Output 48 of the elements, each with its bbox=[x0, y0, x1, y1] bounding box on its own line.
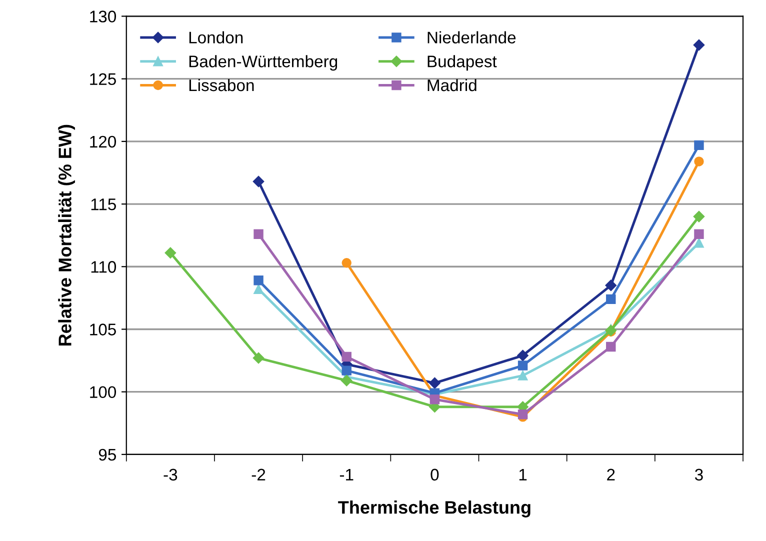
legend-label: Niederlande bbox=[428, 31, 516, 44]
point bbox=[430, 394, 440, 404]
point bbox=[252, 176, 264, 188]
point bbox=[693, 210, 705, 222]
point bbox=[694, 229, 704, 239]
legend-label: Madrid bbox=[428, 78, 476, 92]
x-tick-label: 0 bbox=[430, 468, 439, 481]
point bbox=[252, 352, 264, 364]
x-tick-label: -3 bbox=[164, 468, 178, 481]
point bbox=[694, 140, 704, 150]
point bbox=[606, 294, 616, 304]
point bbox=[342, 258, 352, 268]
y-tick-label: 125 bbox=[90, 73, 116, 86]
point bbox=[694, 238, 704, 248]
legend-label: Lissabon bbox=[189, 78, 254, 92]
x-tick-label: 1 bbox=[519, 468, 527, 480]
point bbox=[254, 229, 264, 239]
y-tick-label: 100 bbox=[90, 386, 116, 398]
y-tick-label: 120 bbox=[90, 136, 116, 148]
legend-label: London bbox=[189, 31, 243, 44]
point bbox=[605, 280, 616, 292]
point bbox=[341, 374, 352, 386]
legend-label: Budapest bbox=[428, 55, 497, 71]
point bbox=[518, 360, 528, 370]
point bbox=[694, 156, 704, 166]
point bbox=[429, 377, 440, 389]
point bbox=[254, 284, 264, 294]
point bbox=[342, 352, 352, 362]
point bbox=[606, 342, 616, 352]
point bbox=[518, 370, 528, 380]
x-tick-label: 3 bbox=[694, 468, 703, 481]
y-tick-label: 130 bbox=[90, 10, 116, 22]
point bbox=[342, 366, 352, 376]
point bbox=[517, 350, 528, 362]
point bbox=[164, 247, 176, 258]
point bbox=[693, 39, 705, 51]
x-tick-label: 2 bbox=[607, 468, 615, 480]
x-tick-label: -1 bbox=[340, 468, 354, 480]
y-tick-label: 105 bbox=[90, 324, 116, 336]
x-axis-title: Thermische Belastung bbox=[338, 500, 530, 518]
y-tick-label: 95 bbox=[98, 448, 116, 461]
y-tick-label: 110 bbox=[91, 261, 116, 273]
y-axis-title: Relative Mortalität (% EW) bbox=[58, 124, 75, 346]
legend-label: Baden-Württemberg bbox=[189, 55, 338, 71]
point bbox=[254, 276, 264, 286]
point bbox=[518, 410, 528, 420]
y-tick-label: 115 bbox=[91, 198, 116, 210]
x-tick-label: -2 bbox=[252, 468, 266, 480]
